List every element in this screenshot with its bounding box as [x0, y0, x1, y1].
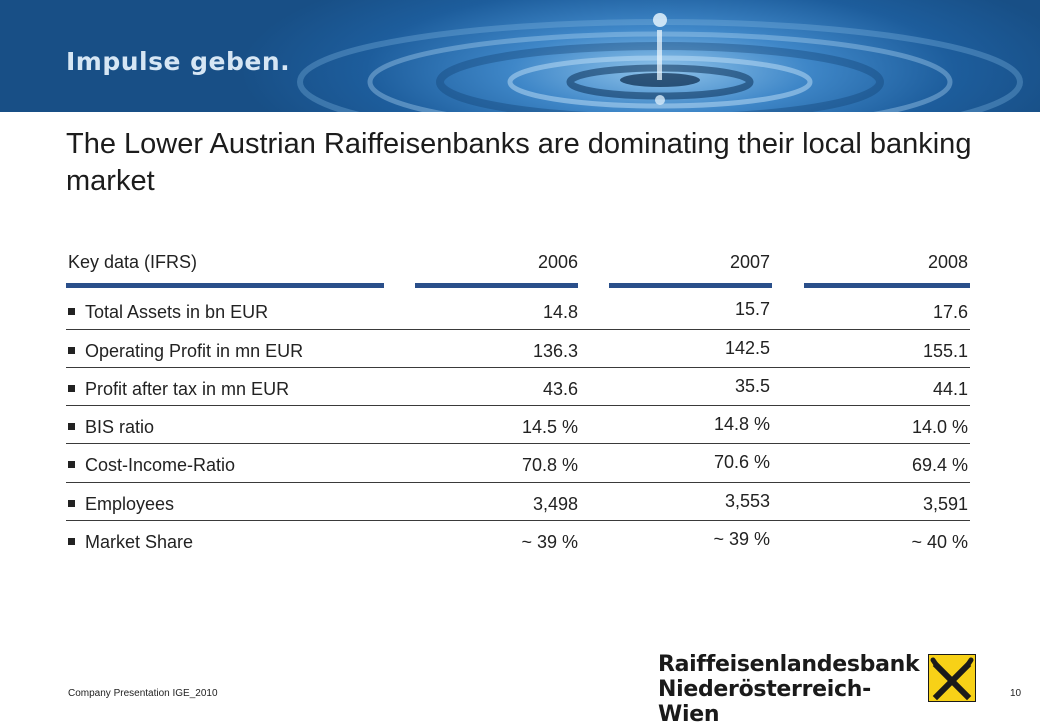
bullet-icon [68, 307, 75, 315]
row-divider [66, 405, 970, 406]
table-row: Cost-Income-Ratio 70.8 % 70.6 % 69.4 % [68, 452, 968, 493]
row-label-text: Employees [85, 494, 175, 514]
row-divider [66, 443, 970, 444]
value-2007: 35.5 [734, 376, 770, 396]
row-label-text: BIS ratio [85, 417, 155, 437]
row-divider [66, 367, 970, 368]
row-divider [66, 482, 970, 483]
value-2006: 14.8 [542, 302, 578, 322]
value-2008: ~ 40 % [911, 532, 968, 552]
table-row: Market Share ~ 39 % ~ 39 % ~ 40 % [68, 529, 968, 570]
row-divider [66, 520, 970, 521]
row-label-text: Total Assets in bn EUR [85, 302, 269, 322]
value-2008: 44.1 [932, 379, 968, 399]
table-row: Employees 3,498 3,553 3,591 [68, 491, 968, 532]
header-bar-2007 [609, 283, 772, 288]
bank-logo-text: Raiffeisenlandesbank Niederösterreich-Wi… [658, 652, 924, 727]
year-header-2008: 2008 [927, 252, 968, 272]
header-banner: Impulse geben. [0, 0, 1040, 112]
value-2008: 155.1 [922, 341, 968, 361]
value-2008: 69.4 % [911, 455, 968, 475]
value-2006: 136.3 [532, 341, 578, 361]
row-label: Employees [68, 494, 174, 515]
value-2007: 15.7 [734, 299, 770, 319]
value-2007: 14.8 % [713, 414, 770, 434]
page-number: 10 [1010, 688, 1022, 699]
table-row: Operating Profit in mn EUR 136.3 142.5 1… [68, 338, 968, 379]
header-bar-label [66, 283, 384, 288]
header-bar-2008 [804, 283, 970, 288]
value-2007: 70.6 % [713, 452, 770, 472]
row-label: Cost-Income-Ratio [68, 455, 235, 476]
year-header-2007: 2007 [729, 252, 770, 272]
row-label-text: Profit after tax in mn EUR [85, 379, 290, 399]
bullet-icon [68, 499, 75, 507]
value-2006: 43.6 [542, 379, 578, 399]
row-label: Total Assets in bn EUR [68, 302, 268, 323]
row-label: BIS ratio [68, 417, 154, 438]
value-2007: ~ 39 % [713, 529, 770, 549]
value-2006: ~ 39 % [521, 532, 578, 552]
value-2007: 3,553 [724, 491, 770, 511]
water-ripple-image [297, 13, 1023, 112]
row-label: Operating Profit in mn EUR [68, 341, 303, 362]
value-2007: 142.5 [724, 338, 770, 358]
value-2006: 3,498 [532, 494, 578, 514]
table-row: Profit after tax in mn EUR 43.6 35.5 44.… [68, 376, 968, 417]
row-label: Market Share [68, 532, 193, 553]
value-2008: 3,591 [922, 494, 968, 514]
bullet-icon [68, 384, 75, 392]
page-title: The Lower Austrian Raiffeisenbanks are d… [66, 128, 972, 197]
value-2006: 70.8 % [521, 455, 578, 475]
logo-line-2: Niederösterreich-Wien [658, 677, 871, 727]
header-bar-2006 [415, 283, 578, 288]
bullet-icon [68, 422, 75, 430]
value-2008: 17.6 [932, 302, 968, 322]
row-label: Profit after tax in mn EUR [68, 379, 289, 400]
year-header-2006: 2006 [537, 252, 578, 272]
row-label-text: Cost-Income-Ratio [85, 455, 236, 475]
value-2006: 14.5 % [521, 417, 578, 437]
bullet-icon [68, 537, 75, 545]
logo-line-1: Raiffeisenlandesbank [658, 652, 920, 677]
row-label-text: Market Share [85, 532, 194, 552]
table-header-label: Key data (IFRS) [68, 252, 198, 272]
row-divider [66, 329, 970, 330]
table-row: BIS ratio 14.5 % 14.8 % 14.0 % [68, 414, 968, 455]
tagline: Impulse geben. [66, 47, 291, 76]
bullet-icon [68, 460, 75, 468]
row-label-text: Operating Profit in mn EUR [85, 341, 304, 361]
raiffeisen-gable-cross-icon [927, 653, 977, 707]
value-2008: 14.0 % [911, 417, 968, 437]
bullet-icon [68, 346, 75, 354]
footer-text: Company Presentation IGE_2010 [68, 688, 218, 699]
table-row: Total Assets in bn EUR 14.8 15.7 17.6 [68, 299, 968, 340]
